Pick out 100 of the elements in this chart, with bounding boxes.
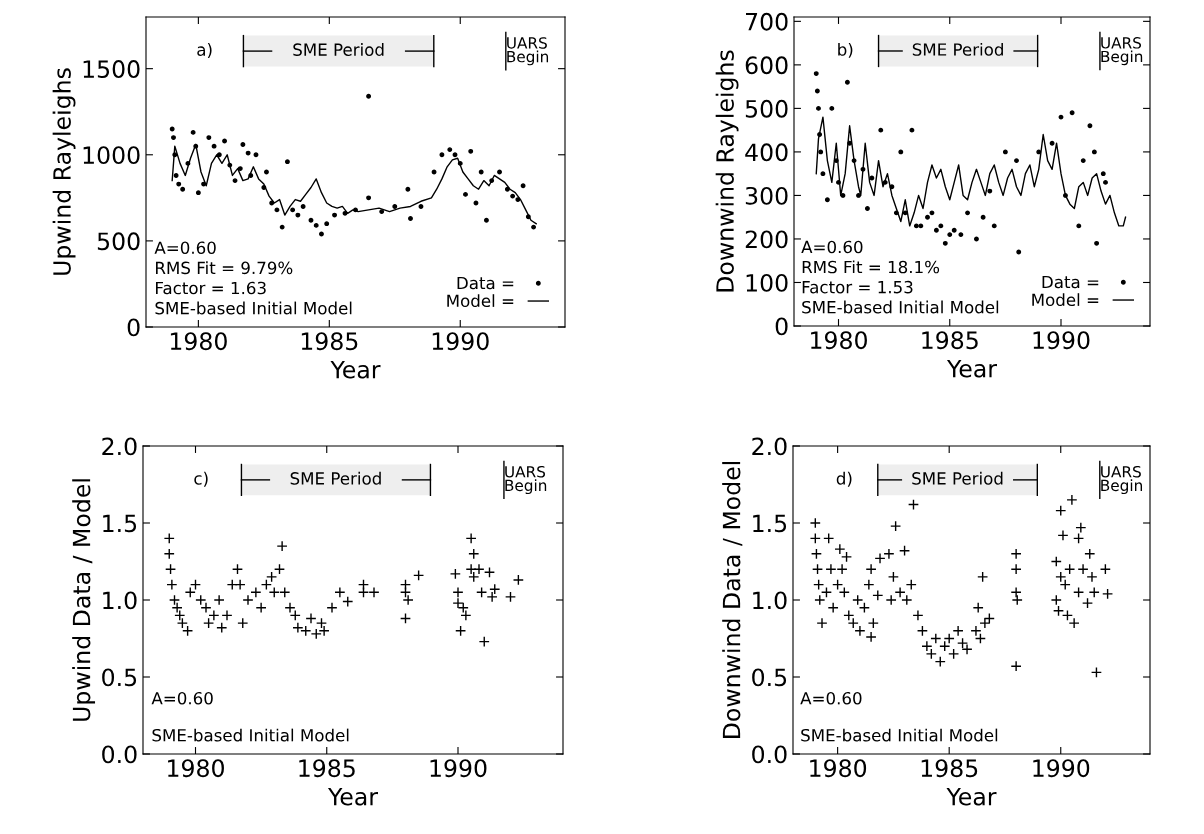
- x-axis-title: Year: [946, 787, 997, 806]
- point: [816, 105, 821, 111]
- y-tick-label: 100: [746, 273, 788, 292]
- legend-label: Data =: [457, 276, 514, 290]
- annotation: RMS Fit = 9.79%: [156, 261, 293, 275]
- point: [918, 223, 924, 229]
- point: [965, 210, 970, 216]
- point: [913, 223, 919, 229]
- point: [1076, 223, 1082, 229]
- y-tick-label: 1.0: [753, 591, 787, 610]
- point: [1094, 240, 1100, 246]
- y-tick-label: 0.5: [102, 668, 137, 687]
- y-tick-label: 0.0: [102, 745, 137, 764]
- point: [836, 179, 841, 185]
- annotation: b): [838, 42, 853, 58]
- point: [951, 227, 957, 233]
- y-axis-title: Upwind Data / Model: [72, 479, 96, 721]
- annotation: d): [836, 471, 852, 487]
- annotation: A=0.60: [151, 691, 213, 705]
- annotation: a): [197, 43, 212, 58]
- annotation: SME-based Initial Model: [802, 300, 999, 314]
- point: [878, 127, 884, 133]
- annotation: SME-based Initial Model: [155, 301, 352, 315]
- point: [1014, 158, 1019, 164]
- point: [1087, 123, 1093, 129]
- annotation: Factor = 1.53: [802, 280, 913, 294]
- point: [829, 105, 835, 111]
- point: [980, 214, 986, 220]
- point: [824, 197, 830, 203]
- y-tick-label: 0.5: [752, 668, 787, 687]
- band-label: SME Period: [912, 42, 1003, 56]
- annotation: SME-based Initial Model: [801, 728, 998, 742]
- annotation: RMS Fit = 18.1%: [802, 260, 940, 274]
- point: [942, 240, 948, 246]
- point: [974, 236, 979, 242]
- point: [947, 232, 953, 238]
- x-axis-title: Year: [330, 360, 381, 379]
- y-tick-label: 700: [746, 12, 788, 31]
- y-tick-label: 200: [745, 230, 788, 249]
- y-tick-label: 1500: [83, 60, 140, 78]
- x-tick-label: 1980: [168, 759, 224, 778]
- point: [929, 210, 935, 216]
- y-tick-label: 1.5: [103, 514, 137, 533]
- point: [1016, 249, 1022, 255]
- point: [1049, 140, 1055, 146]
- point: [814, 88, 820, 94]
- point: [902, 210, 908, 216]
- point: [991, 223, 997, 229]
- band-label: SME Period: [290, 471, 381, 485]
- line-series: [815, 116, 1127, 227]
- x-tick-label: 1985: [299, 759, 355, 778]
- y-axis-title: Downwind Rayleighs: [715, 50, 739, 292]
- ref-line-label: UARS Begin: [1101, 465, 1143, 495]
- y-axis-title: Upwind Rayleighs: [52, 68, 76, 275]
- x-axis-title: Year: [327, 787, 378, 806]
- point: [818, 149, 824, 155]
- point: [813, 71, 819, 77]
- point: [1100, 171, 1106, 177]
- annotation: A=0.60: [800, 691, 862, 705]
- point: [909, 127, 915, 133]
- point: [856, 193, 861, 198]
- x-tick-label: 1990: [432, 332, 489, 351]
- y-tick-label: 300: [745, 186, 788, 205]
- y-tick-label: 500: [745, 99, 788, 118]
- annotation: c): [194, 471, 208, 487]
- point: [898, 149, 904, 155]
- ref-line-label: UARS Begin: [1101, 37, 1143, 66]
- y-tick-label: 2.0: [752, 437, 787, 456]
- y-tick-label: 1.0: [103, 591, 137, 610]
- point: [958, 232, 964, 238]
- x-tick-label: 1985: [301, 332, 358, 351]
- point: [844, 79, 850, 85]
- x-tick-label: 1980: [810, 759, 867, 778]
- point: [820, 171, 826, 177]
- point: [938, 223, 944, 229]
- ref-line-label: UARS Begin: [507, 37, 549, 66]
- annotation: SME-based Initial Model: [152, 728, 349, 742]
- x-tick-label: 1980: [811, 331, 867, 350]
- annotation: A=0.60: [154, 241, 216, 255]
- x-tick-label: 1990: [1033, 759, 1090, 778]
- legend-label: Model =: [447, 294, 514, 308]
- y-tick-label: 400: [745, 143, 788, 162]
- y-tick-label: 500: [97, 232, 140, 251]
- legend-label: Data =: [1042, 275, 1099, 289]
- point: [925, 214, 930, 220]
- point: [864, 206, 870, 211]
- x-tick-label: 1985: [922, 331, 978, 350]
- x-tick-label: 1985: [921, 759, 978, 778]
- x-tick-label: 1990: [430, 759, 487, 778]
- band-label: SME Period: [293, 43, 384, 56]
- point: [933, 227, 939, 233]
- y-axis-title: Downwind Data / Model: [722, 461, 743, 738]
- x-axis-title: Year: [946, 359, 997, 378]
- point: [1069, 110, 1075, 116]
- point: [987, 188, 993, 194]
- point: [1091, 149, 1097, 155]
- ref-line-label: UARS Begin: [505, 465, 547, 495]
- annotation: A=0.60: [801, 240, 863, 254]
- y-tick-label: 600: [745, 56, 788, 75]
- x-tick-label: 1980: [170, 332, 227, 351]
